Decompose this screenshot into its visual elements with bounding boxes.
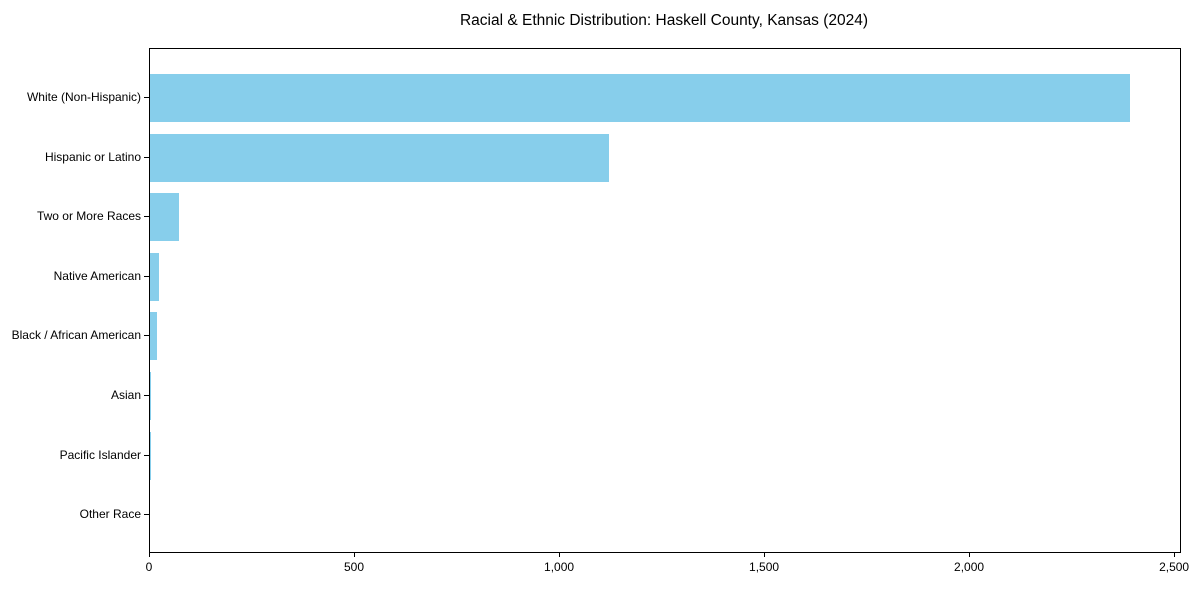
y-tick-label: Two or More Races [36,209,141,224]
bar [150,312,157,361]
bar [150,74,1130,122]
y-tick-label: Asian [110,388,141,402]
y-tick-label: Black / African American [11,328,141,343]
x-tick-mark [558,553,560,557]
y-tick-label: Hispanic or Latino [44,149,141,164]
y-tick-label: Pacific Islander [59,447,141,462]
x-tick-label: 2,500 [1159,560,1190,574]
y-tick-mark [144,335,149,337]
bar [150,193,179,242]
bar [150,252,159,301]
x-tick-label: 2,000 [954,560,985,574]
chart-title: Racial & Ethnic Distribution: Haskell Co… [459,12,869,29]
y-tick-mark [144,514,149,516]
y-tick-mark [144,454,149,456]
x-tick-label: 1,500 [749,560,780,574]
y-tick-label: White (Non-Hispanic) [26,90,141,104]
y-tick-mark [144,97,149,98]
x-tick-label: 500 [344,560,365,574]
y-tick-mark [144,216,149,218]
y-tick-mark [144,156,149,158]
x-tick-label: 1,000 [544,560,575,574]
bar [150,372,151,420]
bar [150,133,610,182]
x-tick-mark [148,553,150,557]
x-tick-mark [1173,553,1175,557]
x-tick-mark [968,553,970,557]
y-tick-label: Other Race [79,507,141,522]
x-tick-mark [763,553,765,557]
plot-area [149,48,1181,553]
y-tick-label: Native American [53,268,141,283]
x-tick-label: 0 [145,560,153,574]
y-tick-mark [144,395,149,396]
y-tick-mark [144,275,149,277]
x-tick-mark [353,553,355,557]
